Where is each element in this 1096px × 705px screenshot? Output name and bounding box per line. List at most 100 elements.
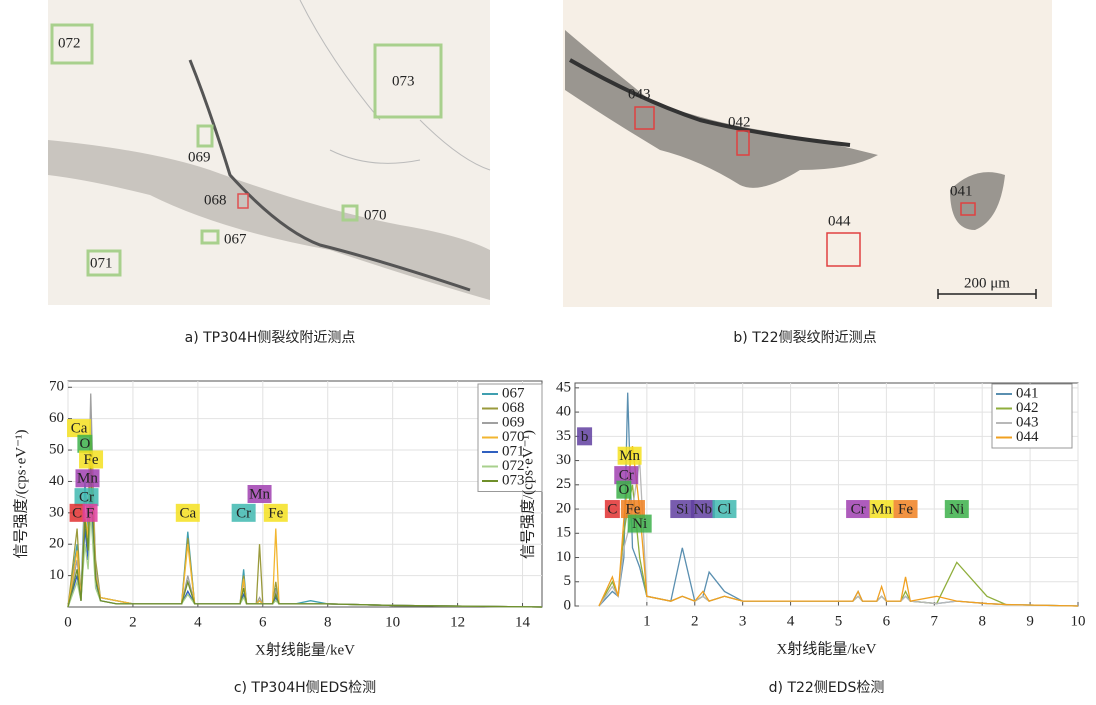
point-label: 067: [224, 231, 247, 247]
annotation-box: [79, 450, 104, 469]
peak-annotation: Fe: [893, 500, 918, 519]
annotation-box: [263, 503, 288, 522]
y-tick-label: 25: [556, 476, 571, 492]
y-tick-label: 40: [49, 473, 64, 489]
y-tick-label: 40: [556, 404, 571, 420]
annotation-label: Mn: [77, 471, 98, 487]
y-tick-label: 60: [49, 410, 64, 426]
caption: c) TP304H侧EDS检测: [234, 680, 376, 696]
x-axis-label: X射线能量/keV: [777, 640, 877, 657]
annotation-box: [944, 500, 969, 519]
point-box: [237, 193, 249, 209]
scale-bar-label: 200 μm: [964, 275, 1010, 291]
x-tick-label: 9: [1026, 613, 1034, 629]
point-boxes: [634, 106, 976, 267]
legend-label: 073: [502, 472, 525, 488]
annotation-label: C: [607, 501, 617, 517]
annotation-box: [846, 500, 871, 519]
annotation-label: Fe: [625, 501, 640, 517]
point-label: 070: [364, 207, 387, 223]
annotation-box: [175, 503, 200, 522]
annotation-box: [670, 500, 695, 519]
peak-annotation: O: [77, 434, 93, 453]
peak-annotation: Mn: [247, 485, 272, 503]
annotation-box: [75, 469, 100, 488]
point-label: 072: [58, 35, 81, 51]
legend-label: 044: [1016, 429, 1039, 445]
peak-annotation: O: [616, 480, 632, 499]
point-label: 041: [950, 183, 973, 199]
annotation-box: [67, 419, 92, 438]
annotation-box: [577, 427, 593, 446]
scale-bar: [937, 289, 1037, 299]
x-tick-label: 6: [259, 614, 267, 630]
x-axis-label: X射线能量/keV: [255, 641, 355, 658]
point-boxes: [50, 23, 443, 277]
annotation-box: [712, 500, 737, 519]
point-label: 071: [90, 255, 113, 271]
annotation-label: O: [618, 482, 629, 498]
peak-annotation: Cr: [846, 500, 871, 519]
annotation-label: Cl: [717, 501, 731, 517]
y-tick-label: 35: [556, 428, 571, 444]
y-tick-label: 45: [556, 379, 571, 395]
peak-annotation: Mn: [617, 446, 642, 465]
crack: [569, 58, 851, 147]
annotation-box: [690, 500, 715, 519]
annotation-label: Cr: [851, 501, 866, 517]
annotation-label: Mn: [871, 501, 892, 517]
annotation-label: Mn: [619, 448, 640, 464]
legend-label: 067: [502, 385, 525, 401]
legend-label: 069: [502, 414, 525, 430]
peak-annotation: Cr: [74, 488, 99, 507]
x-tick-label: 4: [787, 613, 795, 629]
peak-annotation: Fe: [620, 500, 645, 519]
y-tick-label: 70: [49, 379, 64, 395]
annotation-label: Nb: [694, 501, 712, 517]
legend-label: 068: [502, 400, 525, 416]
peak-annotation: b: [577, 427, 593, 446]
crack-region: [565, 30, 878, 188]
y-axis-label: 信号强度/(cps·eV⁻¹): [519, 430, 536, 559]
annotation-box: [617, 446, 642, 465]
y-axis-label: 信号强度/(cps·eV⁻¹): [12, 429, 29, 558]
peak-annotation: Mn: [869, 500, 894, 519]
annotation-label: b: [581, 429, 589, 445]
x-tick-label: 2: [129, 614, 137, 630]
annotation-label: Fe: [84, 452, 99, 468]
annotation-box: [74, 488, 99, 507]
peak-annotation: Ca: [175, 503, 200, 522]
peak-annotation: Cr: [231, 503, 256, 522]
annotation-label: Cr: [79, 490, 94, 506]
peak-annotation: Cr: [614, 466, 639, 485]
x-tick-label: 6: [883, 613, 891, 629]
x-tick-label: 1: [643, 613, 651, 629]
caption: d) T22侧EDS检测: [769, 680, 885, 696]
x-tick-label: 8: [324, 614, 332, 630]
annotation-label: Cr: [619, 468, 634, 484]
legend-label: 041: [1016, 385, 1039, 401]
annotation-label: Ni: [632, 516, 647, 532]
micrograph-a: 072 073 069 068 070 067 071 a) TP304H侧裂纹…: [48, 0, 491, 346]
point-label: 069: [188, 149, 211, 165]
peak-annotation: C: [69, 503, 85, 522]
grain-boundary: [299, 0, 491, 171]
y-tick-label: 0: [564, 597, 572, 613]
y-tick-label: 5: [564, 573, 572, 589]
y-tick-label: 50: [49, 441, 64, 457]
caption: a) TP304H侧裂纹附近测点: [185, 330, 356, 346]
peak-annotation: Ni: [944, 500, 969, 519]
x-tick-label: 12: [450, 614, 465, 630]
peak-annotation: C: [604, 500, 620, 519]
annotation-box: [614, 466, 639, 485]
y-tick-label: 20: [49, 536, 64, 552]
annotation-label: Ca: [179, 505, 196, 521]
plot-area: [67, 380, 543, 608]
point-labels: 043 042 041 044: [628, 86, 973, 229]
point-label: 073: [392, 73, 415, 89]
annotation-label: O: [79, 436, 90, 452]
annotation-label: Mn: [249, 486, 270, 502]
peak-annotation: Si: [670, 500, 695, 519]
